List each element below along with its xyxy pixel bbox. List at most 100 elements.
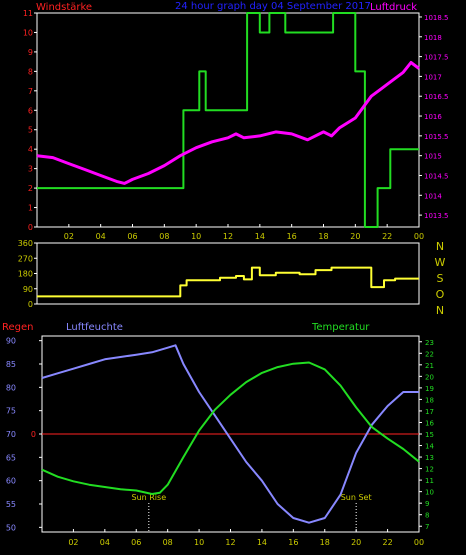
compass-label: O	[436, 288, 445, 301]
x-tick-label: 10	[191, 232, 201, 241]
humidity-y-tick-label: 55	[6, 500, 16, 509]
pressure-y-tick-label: 1013.5	[424, 212, 449, 220]
x-tick-label: 18	[318, 232, 328, 241]
rain-axis-label: Regen	[2, 322, 34, 333]
humidity-y-tick-label: 65	[6, 453, 16, 462]
temperature-y-tick-label: 17	[425, 408, 434, 416]
compass-label: N	[436, 240, 444, 253]
x-tick-label: 20	[351, 538, 361, 547]
temperature-y-tick-label: 12	[425, 466, 434, 474]
x-tick-label: 18	[320, 538, 330, 547]
wind-y-tick-label: 1	[28, 204, 33, 213]
x-tick-label: 08	[159, 232, 169, 241]
direction-y-tick-label: 90	[23, 285, 33, 294]
humidity-y-tick-label: 60	[6, 477, 16, 486]
wind-y-tick-label: 7	[28, 87, 33, 96]
pressure-y-tick-label: 1017	[424, 73, 442, 81]
x-tick-label: 00	[414, 538, 424, 547]
wind-y-tick-label: 5	[28, 126, 33, 135]
x-tick-label: 14	[255, 232, 265, 241]
x-tick-label: 02	[68, 538, 78, 547]
temperature-axis-label: Temperatur	[311, 322, 370, 333]
x-tick-label: 06	[127, 232, 137, 241]
temperature-y-tick-label: 16	[425, 419, 434, 427]
temperature-y-tick-label: 19	[425, 385, 434, 393]
pressure-y-tick-label: 1014	[424, 192, 442, 200]
x-tick-label: 10	[194, 538, 204, 547]
wind-y-tick-label: 9	[28, 48, 33, 57]
humidity-y-tick-label: 70	[6, 430, 16, 439]
temperature-y-tick-label: 10	[425, 489, 434, 497]
wind-axis-label: Windstärke	[36, 2, 92, 13]
x-tick-label: 20	[350, 232, 360, 241]
temperature-line	[41, 361, 420, 495]
sun-annotation-label: Sun Set	[341, 493, 372, 502]
compass-label: S	[437, 272, 444, 285]
compass-label: W	[435, 256, 446, 269]
wind-direction-frame	[36, 242, 420, 305]
wind-pressure-frame	[36, 12, 420, 228]
pressure-y-tick-label: 1018.5	[424, 14, 449, 22]
wind-direction-line	[37, 266, 419, 298]
temperature-y-tick-label: 7	[425, 523, 429, 531]
x-tick-label: 04	[96, 232, 106, 241]
humidity-axis-label: Luftfeuchte	[66, 322, 123, 333]
x-tick-label: 14	[257, 538, 267, 547]
pressure-y-tick-label: 1018	[424, 34, 442, 42]
temperature-y-tick-label: 11	[425, 477, 434, 485]
temperature-y-tick-label: 20	[425, 373, 434, 381]
pressure-y-tick-label: 1015	[424, 153, 442, 161]
wind-y-tick-label: 11	[23, 9, 33, 18]
wind-y-tick-label: 4	[28, 145, 33, 154]
x-tick-label: 02	[64, 232, 74, 241]
wind-y-tick-label: 6	[28, 106, 33, 115]
temperature-y-tick-label: 14	[425, 443, 434, 451]
x-tick-label: 04	[100, 538, 110, 547]
pressure-axis-label: Luftdruck	[370, 2, 417, 13]
x-tick-label: 00	[414, 232, 424, 241]
x-tick-label: 12	[223, 232, 233, 241]
x-tick-label: 22	[382, 538, 392, 547]
humidity-y-tick-label: 75	[6, 407, 16, 416]
x-tick-label: 06	[131, 538, 141, 547]
direction-y-tick-label: 180	[18, 270, 33, 279]
temperature-y-tick-label: 23	[425, 339, 434, 347]
chart-title: 24 hour graph day 04 September 2017	[175, 1, 371, 12]
rain-tick-label: 0	[31, 430, 36, 439]
pressure-y-tick-label: 1016.5	[424, 93, 449, 101]
temperature-y-tick-label: 22	[425, 350, 434, 358]
temperature-y-tick-label: 9	[425, 500, 429, 508]
wind-speed-line	[37, 12, 419, 228]
humidity-y-tick-label: 90	[6, 337, 16, 346]
compass-label: N	[436, 304, 444, 317]
humidity-y-tick-label: 80	[6, 383, 16, 392]
wind-y-tick-label: 8	[28, 67, 33, 76]
temperature-y-tick-label: 8	[425, 512, 429, 520]
wind-y-tick-label: 10	[23, 28, 33, 37]
sun-annotation-label: Sun Rise	[131, 493, 166, 502]
pressure-y-tick-label: 1014.5	[424, 172, 449, 180]
temperature-y-tick-label: 15	[425, 431, 434, 439]
wind-y-tick-label: 3	[28, 165, 33, 174]
wind-y-tick-label: 2	[28, 184, 33, 193]
humidity-y-tick-label: 50	[6, 523, 16, 532]
temperature-y-tick-label: 13	[425, 454, 434, 462]
temperature-y-tick-label: 21	[425, 362, 434, 370]
wind-y-tick-label: 0	[28, 223, 33, 232]
x-tick-label: 16	[288, 538, 298, 547]
humidity-y-tick-label: 85	[6, 360, 16, 369]
direction-y-tick-label: 270	[18, 254, 33, 263]
pressure-y-tick-label: 1015.5	[424, 133, 449, 141]
temperature-y-tick-label: 18	[425, 396, 434, 404]
direction-y-tick-label: 360	[18, 239, 33, 248]
pressure-y-tick-label: 1016	[424, 113, 442, 121]
humidity-line	[41, 344, 419, 524]
pressure-line	[36, 61, 420, 185]
x-tick-label: 16	[287, 232, 297, 241]
x-tick-label: 12	[225, 538, 235, 547]
x-tick-label: 08	[163, 538, 173, 547]
pressure-y-tick-label: 1017.5	[424, 54, 449, 62]
x-tick-label: 22	[382, 232, 392, 241]
